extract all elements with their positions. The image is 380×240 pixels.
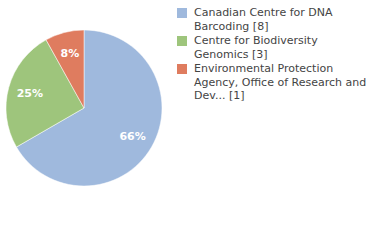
html-text:Canadian Centre for DNA Barcod: Canadian Centre for DNA Barcoding [8] xyxy=(194,6,333,33)
svg-text:25%: 25% xyxy=(17,87,43,100)
html-text:Centre for Biodiversity Genomi: Centre for Biodiversity Genomics [3] xyxy=(194,34,318,61)
svg-text:8%: 8% xyxy=(61,47,80,60)
svg-text:66%: 66% xyxy=(119,130,145,143)
html-text:Environmental Protection Agenc: Environmental Protection Agency, Office … xyxy=(194,62,367,102)
